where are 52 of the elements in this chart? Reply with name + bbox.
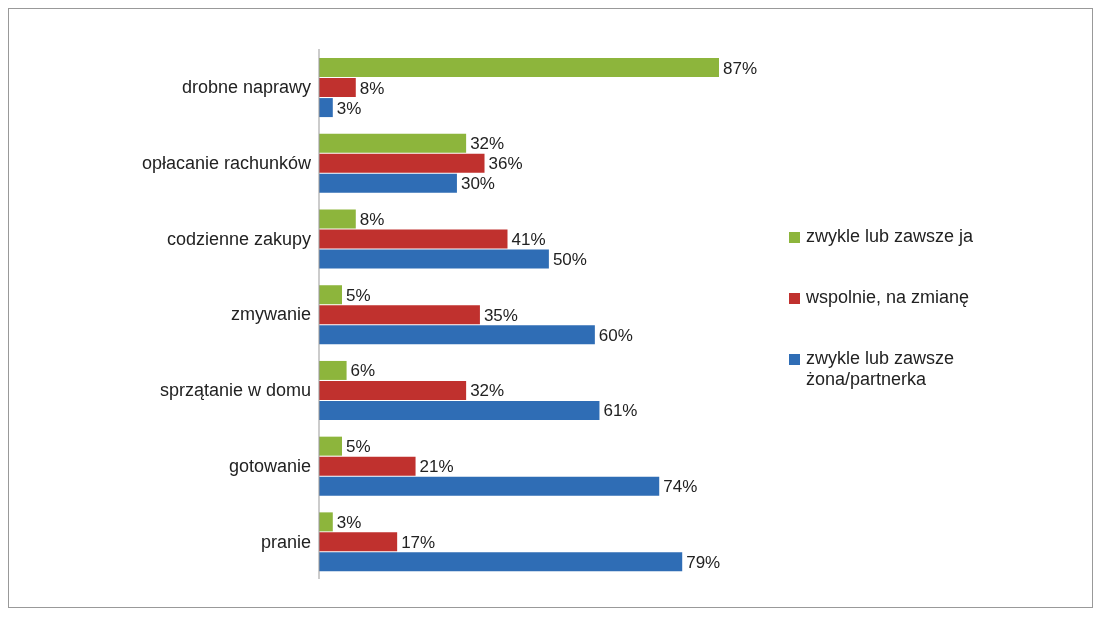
data-label: 50% <box>552 250 587 270</box>
bar <box>319 285 342 305</box>
bar <box>319 58 719 78</box>
data-label: 30% <box>460 174 495 194</box>
legend-label: zwykle lub zawsze ja <box>806 226 975 247</box>
bar <box>319 249 549 269</box>
bar <box>319 400 600 420</box>
bar <box>319 229 508 249</box>
data-label: 6% <box>350 361 376 381</box>
y-tick-label: drobne naprawy <box>181 77 311 98</box>
y-tick-label: zmywanie <box>230 304 311 325</box>
data-label: 5% <box>345 437 371 457</box>
data-label: 74% <box>663 477 698 497</box>
bar <box>319 380 467 400</box>
data-label: 60% <box>598 325 633 345</box>
bar <box>319 512 333 532</box>
data-label: 32% <box>470 381 505 401</box>
data-label: 36% <box>488 154 523 174</box>
legend-label: zwykle lub zawsze żona/partnerka <box>806 348 956 390</box>
bar <box>319 532 398 552</box>
y-tick-label: gotowanie <box>228 455 311 476</box>
data-label: 3% <box>336 98 362 118</box>
bar <box>319 153 485 173</box>
data-label: 8% <box>359 210 385 230</box>
data-label: 87% <box>723 58 758 78</box>
y-tick-label: sprzątanie w domu <box>159 380 311 401</box>
bar <box>319 456 416 476</box>
data-label: 32% <box>470 134 505 154</box>
data-label: 3% <box>336 512 362 532</box>
bar <box>319 305 480 325</box>
bar <box>319 98 333 118</box>
legend-label: wspolnie, na zmianę <box>806 287 971 308</box>
data-label: 35% <box>483 305 518 325</box>
data-label: 5% <box>345 285 371 305</box>
data-label: 79% <box>686 552 721 572</box>
data-label: 61% <box>603 401 638 421</box>
data-label: 17% <box>401 532 436 552</box>
bar <box>319 325 595 345</box>
y-tick-label: pranie <box>260 531 311 552</box>
data-label: 21% <box>419 457 454 477</box>
bar <box>319 209 356 229</box>
data-label: 8% <box>359 78 385 98</box>
bar <box>319 436 342 456</box>
y-tick-label: opłacanie rachunków <box>141 152 312 173</box>
bar <box>319 360 347 380</box>
bar <box>319 476 660 496</box>
y-tick-label: codzienne zakupy <box>166 228 311 249</box>
data-label: 41% <box>511 230 546 250</box>
bar <box>319 173 457 193</box>
bar <box>319 133 467 153</box>
bar <box>319 552 683 572</box>
bar <box>319 78 356 98</box>
